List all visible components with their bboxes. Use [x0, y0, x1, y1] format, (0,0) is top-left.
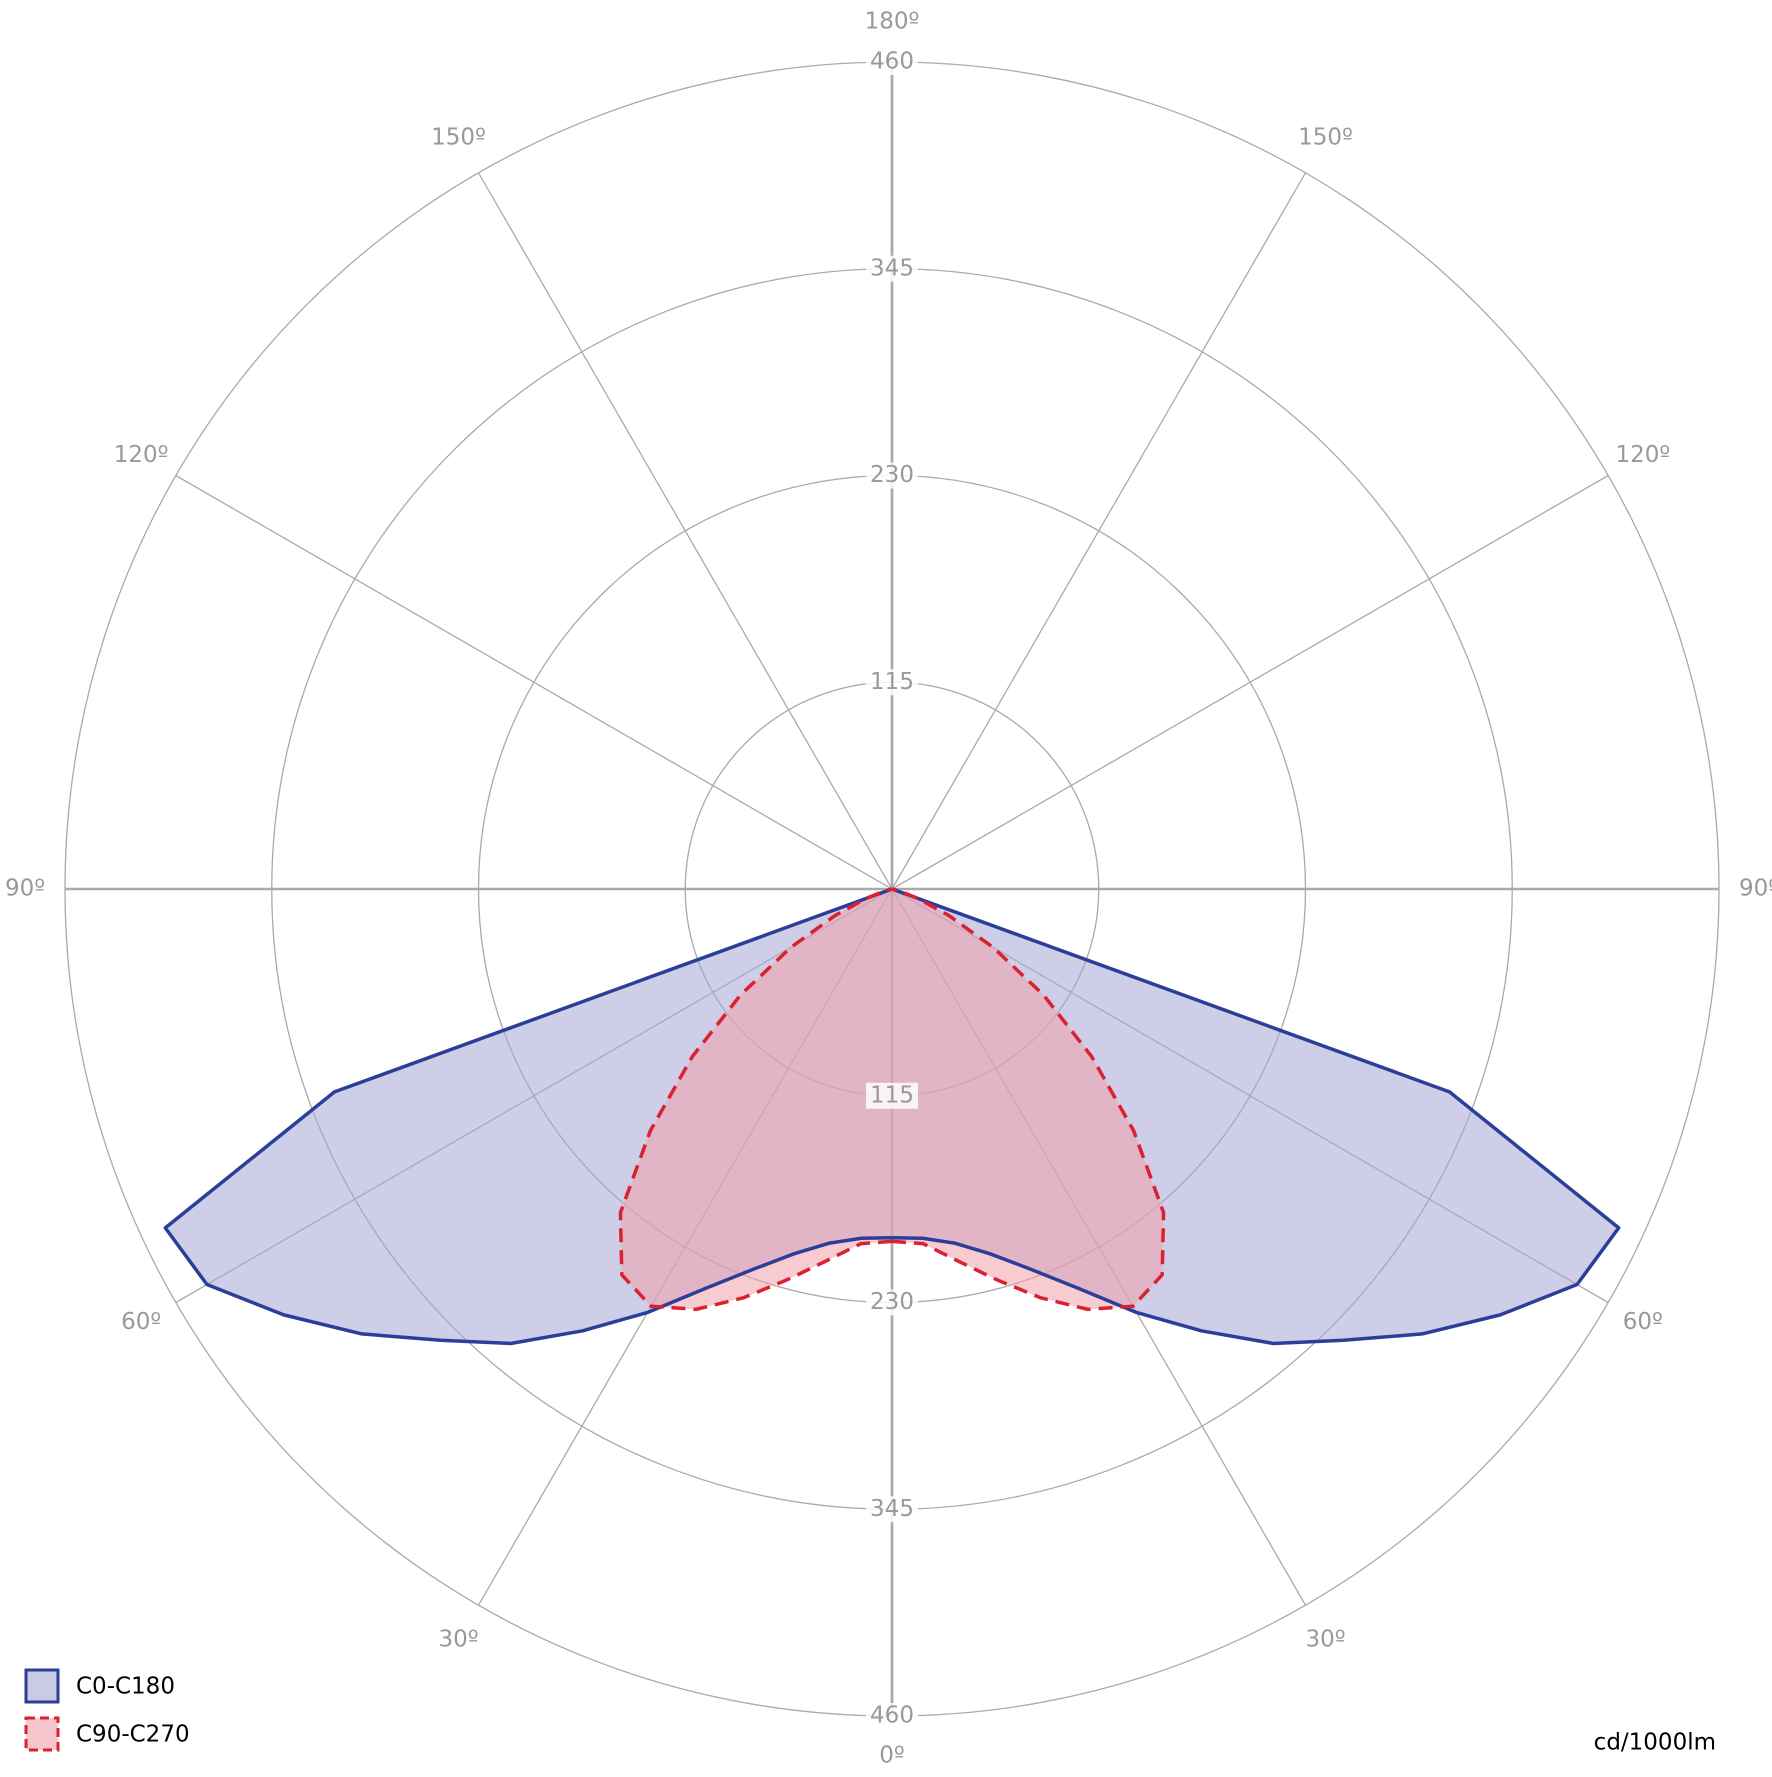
grid-spoke: [477, 172, 893, 890]
r-tick-label: 230: [870, 1289, 914, 1315]
grid-spoke: [175, 474, 893, 890]
tick-label-bg: [866, 1082, 918, 1109]
angle-label: 90º: [1739, 876, 1772, 902]
series-area: [620, 889, 892, 1310]
angle-label: 60º: [1623, 1309, 1663, 1335]
unit-label: cd/1000lm: [1594, 1730, 1716, 1756]
tick-label-bg: [866, 669, 918, 696]
angle-label: 30º: [438, 1626, 478, 1652]
labels: 0º 30º 30º 60º 60º 90º 90º 120º 120º 150º 150º 180º…: [5, 9, 1772, 1769]
series-line: [618, 887, 893, 1312]
angle-label: 150º: [1298, 125, 1353, 151]
angle-label: 180º: [865, 9, 920, 35]
series-line: [891, 887, 1166, 1312]
r-tick-label: 460: [870, 1703, 914, 1729]
tick-label-bg: [866, 1289, 918, 1316]
angle-label: 30º: [1305, 1626, 1345, 1652]
tick-label-bg: [866, 1496, 918, 1523]
tick-label-bg: [866, 49, 918, 75]
legend-label: C0-C180: [76, 1674, 175, 1700]
tick-label-bg: [866, 1703, 918, 1729]
grid-spoke: [891, 172, 1307, 890]
r-tick-label: 345: [870, 1496, 914, 1522]
plot: [163, 887, 1621, 1346]
series-line: [163, 887, 893, 1346]
legend-label: C90-C270: [76, 1722, 190, 1748]
angle-label: 120º: [114, 442, 169, 468]
angle-label: 150º: [431, 125, 486, 151]
angle-label: 60º: [121, 1309, 161, 1335]
r-tick-label: 115: [870, 669, 914, 695]
r-tick-label: 230: [870, 462, 914, 488]
legend-swatch: [24, 1716, 60, 1752]
tick-label-bg: [866, 462, 918, 489]
angle-label: 120º: [1615, 442, 1670, 468]
tick-label-bg: [866, 255, 918, 282]
series-area: [892, 889, 1164, 1310]
angle-label: 0º: [879, 1743, 904, 1769]
r-tick-label: 460: [870, 49, 914, 75]
series-line: [891, 887, 1621, 1346]
angle-label: 90º: [5, 876, 45, 902]
legend-swatch: [24, 1668, 60, 1704]
r-tick-label: 345: [870, 255, 914, 281]
grid-spoke: [891, 474, 1609, 890]
r-tick-label: 115: [870, 1082, 914, 1108]
